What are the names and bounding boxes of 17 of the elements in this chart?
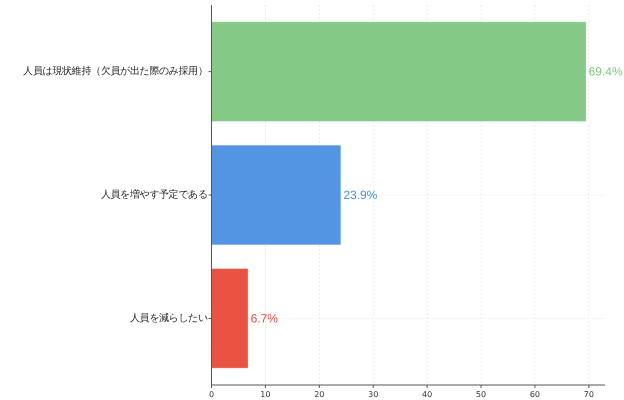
y-tick-label: 人員を増やす予定である xyxy=(100,188,208,200)
x-tick-label: 60 xyxy=(530,390,540,399)
x-tick-label: 10 xyxy=(260,390,270,399)
x-tick-label: 30 xyxy=(368,390,378,399)
data-label: 23.9% xyxy=(343,188,378,202)
x-tick-label: 20 xyxy=(314,390,324,399)
x-tick-label: 0 xyxy=(208,390,214,399)
bar xyxy=(211,145,341,245)
data-label: 6.7% xyxy=(250,311,278,326)
y-tick-label: 人員を減らしたい xyxy=(130,312,208,324)
y-tick-label: 人員は現状維持（欠員が出た際のみ採用） xyxy=(23,65,208,78)
x-tick-label: 70 xyxy=(584,390,594,399)
x-tick-label: 50 xyxy=(476,390,486,399)
data-label: 69.4% xyxy=(588,64,623,79)
bar xyxy=(211,22,586,122)
x-tick-label: 40 xyxy=(422,390,432,399)
bar xyxy=(211,268,248,368)
